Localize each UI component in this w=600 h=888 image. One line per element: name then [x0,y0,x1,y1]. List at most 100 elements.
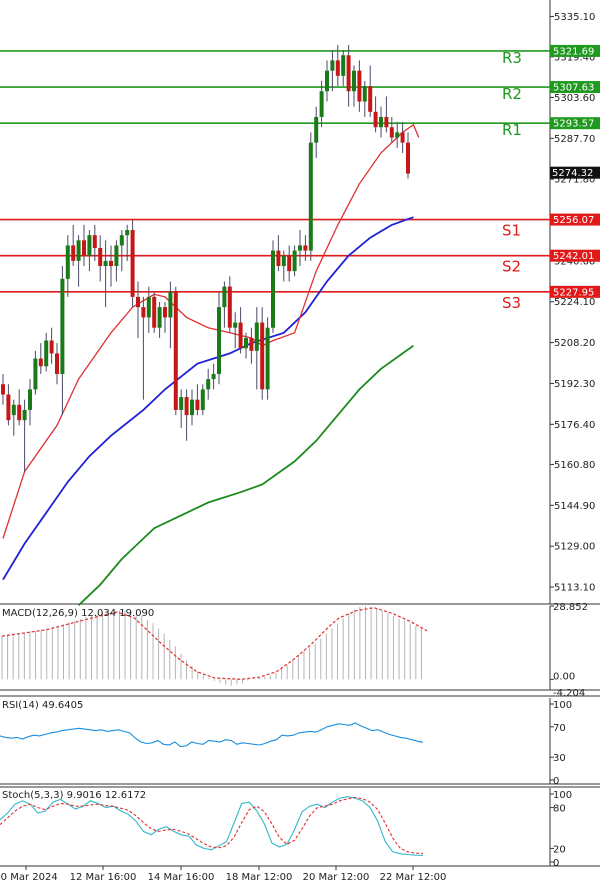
candle-body [163,307,167,318]
stoch-d-line [0,796,424,854]
macd-tick-label: -4.204 [553,688,585,699]
candle-body [298,245,302,251]
stoch-tick-label: 0 [553,858,559,869]
candle-body [190,399,194,416]
candle-body [362,86,367,102]
candle-body [395,132,400,138]
rsi-tick-label: 100 [553,700,572,711]
candle-body [406,142,410,174]
candle-body [206,379,211,390]
candle-body [11,404,16,416]
candle-body [141,307,146,318]
candle-body [168,291,173,318]
macd-panel: 28.852 0.00 -4.204 [0,602,600,699]
candle-body [44,340,49,367]
candle-body [346,55,351,92]
price-tick-label: 5129.00 [554,542,595,553]
macd-tick-label: 0.00 [553,671,575,682]
candle-body [389,127,394,138]
level-name-r1: R1 [502,121,522,139]
candle-body [195,399,200,410]
time-tick-label: 14 Mar 16:00 [148,872,215,883]
time-tick-label: 18 Mar 12:00 [226,872,293,883]
candle-body [352,70,356,92]
candle-body [146,296,151,318]
candle-body [287,255,292,272]
rsi-label: RSI(14) 49.6405 [2,700,83,711]
time-axis: 10 Mar 2024 12 Mar 16:00 14 Mar 16:00 18 Ma… [0,866,446,883]
candle-body [260,322,265,390]
candle-body [179,397,184,410]
candle-body [33,358,38,390]
main-panel-background [0,0,600,604]
level-price-label-r2: 5307.63 [553,83,594,94]
moving-average-slow-line [77,344,414,606]
candle-body [341,55,346,76]
candle-body [314,116,319,143]
candle-body [325,70,329,92]
time-tick-label: 10 Mar 2024 [0,872,58,883]
level-price-tag-r1 [550,117,600,130]
candle-body [49,340,54,354]
rsi-panel: 100 70 30 0 [0,695,600,787]
candle-body [87,235,92,256]
macd-label: MACD(12,26,9) 12.034 19.090 [2,608,154,619]
level-price-tag-s2 [550,249,600,262]
candle-body [281,255,286,267]
level-price-label-s1: 5256.07 [553,215,594,226]
candle-body [55,353,59,374]
candle-body [384,116,389,128]
price-tick-label: 5271.80 [554,175,595,186]
level-price-tag-s1 [550,213,600,226]
stoch-label: Stoch(5,3,3) 9.9016 12.6172 [2,790,146,801]
candle-body [373,111,378,128]
level-name-s1: S1 [502,222,521,240]
price-tick-label: 5240.00 [554,256,595,267]
candle-body [254,322,259,351]
candle-body [379,116,383,128]
candle-body [38,358,43,367]
time-tick-label: 20 Mar 12:00 [303,872,370,883]
candle-body [357,70,362,102]
candle-body [227,286,232,328]
candle-body [200,389,205,410]
candle-body [368,86,373,112]
stoch-tick-label: 80 [553,804,566,815]
candle-body [265,327,270,390]
candle-body [330,60,335,71]
candle-body [60,278,65,374]
level-name-s2: S2 [502,258,521,276]
time-tick-label: 22 Mar 12:00 [380,872,447,883]
candle-body [319,91,324,117]
candle-body [17,404,22,421]
macd-tick-label: 28.852 [553,602,588,613]
level-price-label-r1: 5293.57 [553,119,594,130]
rsi-tick-label: 0 [553,776,559,787]
rsi-tick-label: 30 [553,753,566,764]
level-price-tag-r2 [550,81,600,94]
level-price-tag-s3 [550,285,600,298]
level-name-s3: S3 [502,294,521,312]
candle-body [335,60,340,76]
main-price-panel: 5335.105319.405303.605287.705271.805255.… [0,0,600,606]
candle-body [136,296,140,308]
rsi-tick-label: 70 [553,723,566,734]
level-price-label-s3: 5227.95 [553,287,594,298]
candle-body [130,230,135,297]
candle-body [400,132,405,143]
candle-body [244,337,248,349]
candle-body [308,142,313,251]
candle-body [184,397,189,416]
candle-body [82,240,86,256]
candle-body [28,389,32,410]
moving-average-mid-line [2,216,414,581]
candle-body [6,394,11,421]
candle-body [303,245,308,251]
candle-body [271,250,275,328]
candle-body [109,260,113,267]
candle-body [1,384,5,395]
candle-body [71,245,76,261]
candle-body [125,230,130,236]
price-tick-label: 5303.60 [554,93,595,104]
